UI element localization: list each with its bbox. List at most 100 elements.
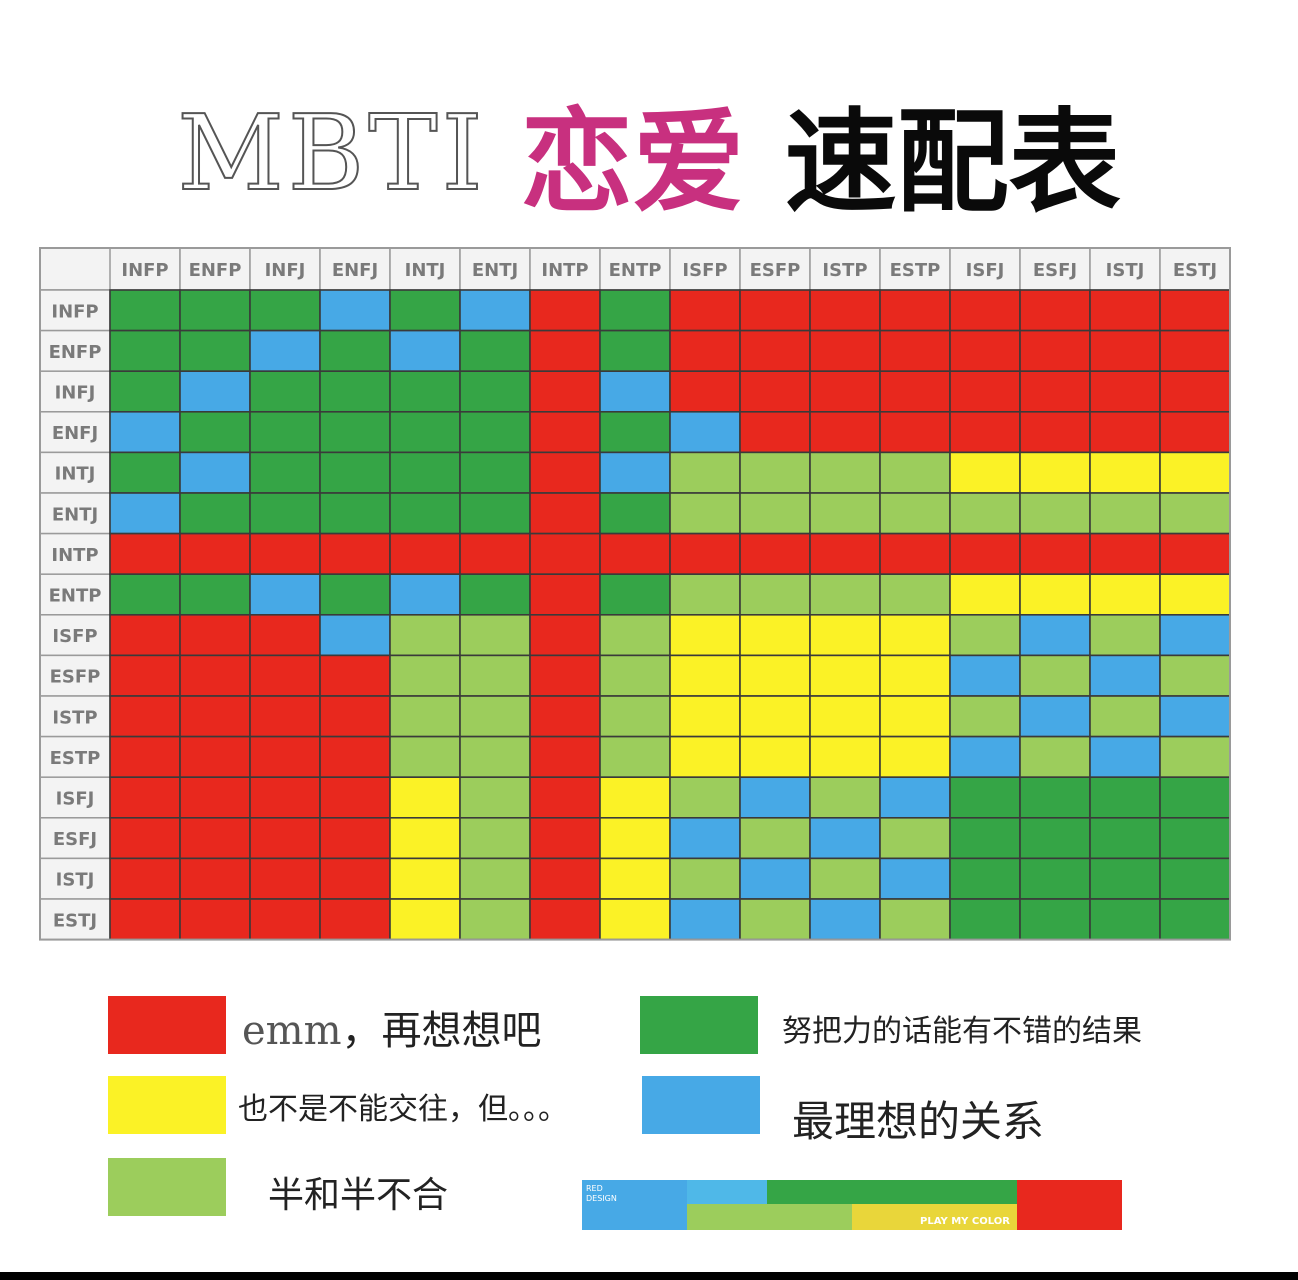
heatmap-cell bbox=[249, 410, 321, 454]
heatmap-cell bbox=[1159, 573, 1231, 616]
logo-seg-red bbox=[1017, 1180, 1122, 1230]
heatmap-cell bbox=[599, 654, 671, 697]
heatmap-cell bbox=[1019, 857, 1091, 900]
heatmap-cell bbox=[459, 492, 531, 535]
heatmap-cell bbox=[1159, 816, 1231, 860]
row-header-label: INTP bbox=[51, 545, 98, 566]
heatmap-cell bbox=[249, 613, 321, 657]
heatmap-cell bbox=[949, 857, 1021, 900]
heatmap-cell bbox=[879, 613, 951, 657]
row-header-cell bbox=[39, 532, 111, 575]
heatmap-cell bbox=[249, 857, 321, 900]
col-header-label: ESFP bbox=[750, 260, 801, 281]
heatmap-cell bbox=[809, 289, 881, 332]
heatmap-cell bbox=[529, 492, 601, 535]
heatmap-cell bbox=[1089, 329, 1161, 373]
heatmap-cell bbox=[529, 370, 601, 413]
col-header-label: ENTP bbox=[609, 260, 662, 281]
heatmap-cell bbox=[1159, 451, 1231, 494]
legend-red-prefix: emm bbox=[242, 1008, 342, 1054]
heatmap-cell bbox=[109, 370, 181, 413]
row-header-label: INFJ bbox=[55, 383, 96, 404]
heatmap-cell bbox=[1019, 695, 1091, 738]
heatmap-cell bbox=[389, 410, 461, 454]
heatmap-cell bbox=[529, 329, 601, 373]
heatmap-cell bbox=[599, 816, 671, 860]
heatmap-cell bbox=[949, 289, 1021, 332]
heatmap-cell bbox=[389, 329, 461, 373]
legend-swatch-lightgreen bbox=[108, 1158, 226, 1216]
heatmap-cell bbox=[949, 451, 1021, 494]
heatmap-cell bbox=[809, 857, 881, 900]
heatmap-cell bbox=[949, 695, 1021, 738]
heatmap-cell bbox=[389, 573, 461, 616]
legend-label-yellow: 也不是不能交往，但。。。 bbox=[238, 1092, 568, 1127]
heatmap-cell bbox=[1159, 492, 1231, 535]
heatmap-cell bbox=[179, 695, 251, 738]
heatmap-cell bbox=[1159, 410, 1231, 454]
heatmap-cell bbox=[1019, 451, 1091, 494]
heatmap-cell bbox=[179, 654, 251, 697]
heatmap-cell bbox=[319, 370, 391, 413]
heatmap-cell bbox=[109, 898, 181, 941]
heatmap-cell bbox=[459, 370, 531, 413]
heatmap-cell bbox=[739, 410, 811, 454]
heatmap-cell bbox=[529, 735, 601, 778]
heatmap-cell bbox=[249, 695, 321, 738]
heatmap-cell bbox=[1159, 857, 1231, 900]
heatmap-cell bbox=[389, 613, 461, 657]
heatmap-cell bbox=[319, 816, 391, 860]
heatmap-cell bbox=[669, 613, 741, 657]
heatmap-cell bbox=[879, 329, 951, 373]
heatmap-cell bbox=[319, 492, 391, 535]
heatmap-cell bbox=[459, 532, 531, 575]
heatmap-cell bbox=[319, 857, 391, 900]
heatmap-cell bbox=[879, 451, 951, 494]
heatmap-cell bbox=[1159, 695, 1231, 738]
col-header-cell bbox=[949, 247, 1021, 291]
col-header-label: ISFJ bbox=[966, 260, 1005, 281]
heatmap-cell bbox=[949, 654, 1021, 697]
col-header-label: INTJ bbox=[405, 260, 446, 281]
col-header-label: ISTJ bbox=[1106, 260, 1145, 281]
row-header-cell bbox=[39, 573, 111, 616]
row-header-label: ISFP bbox=[52, 626, 97, 647]
heatmap-cell bbox=[669, 776, 741, 819]
heatmap-cell bbox=[1089, 654, 1161, 697]
heatmap-cell bbox=[739, 695, 811, 738]
heatmap-cell bbox=[459, 776, 531, 819]
heatmap-cell bbox=[1089, 532, 1161, 575]
heatmap-cell bbox=[669, 573, 741, 616]
heatmap-cell bbox=[1089, 573, 1161, 616]
heatmap-cell bbox=[1159, 654, 1231, 697]
heatmap-cell bbox=[669, 410, 741, 454]
heatmap-cell bbox=[949, 898, 1021, 941]
heatmap-cell bbox=[599, 329, 671, 373]
heatmap-cell bbox=[599, 898, 671, 941]
heatmap-cell bbox=[669, 898, 741, 941]
heatmap-cell bbox=[879, 492, 951, 535]
heatmap-cell bbox=[809, 573, 881, 616]
heatmap-cell bbox=[599, 532, 671, 575]
legend-red-suffix: ，再想想吧 bbox=[341, 1008, 542, 1054]
heatmap-cell bbox=[249, 451, 321, 494]
row-header-label: INTJ bbox=[55, 464, 96, 485]
heatmap-cell bbox=[459, 573, 531, 616]
heatmap-cell bbox=[529, 410, 601, 454]
heatmap-cell bbox=[739, 532, 811, 575]
heatmap-cell bbox=[599, 492, 671, 535]
col-header-label: ENTJ bbox=[472, 260, 518, 281]
heatmap-cell bbox=[389, 898, 461, 941]
heatmap-cell bbox=[949, 735, 1021, 778]
heatmap-cell bbox=[179, 857, 251, 900]
heatmap-cell bbox=[249, 492, 321, 535]
title-mbti: MBTI bbox=[176, 91, 487, 215]
title-table: 速配表 bbox=[784, 98, 1121, 228]
heatmap-cell bbox=[1019, 532, 1091, 575]
heatmap-cell bbox=[1019, 573, 1091, 616]
heatmap-cell bbox=[809, 532, 881, 575]
heatmap-cell bbox=[1019, 289, 1091, 332]
heatmap-cell bbox=[1019, 329, 1091, 373]
row-header-label: ESFP bbox=[50, 667, 101, 688]
row-header-label: ISTP bbox=[52, 707, 97, 728]
